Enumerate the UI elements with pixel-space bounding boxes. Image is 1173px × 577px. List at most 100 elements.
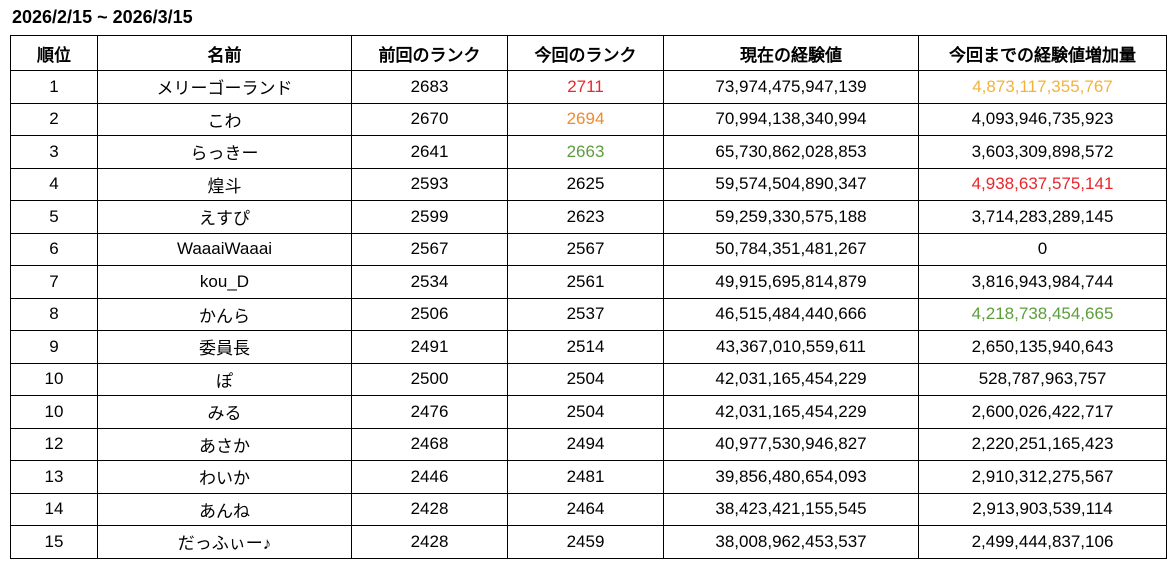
table-cell: 煌斗: [97, 167, 352, 201]
table-cell: 38,008,962,453,537: [663, 525, 919, 559]
table-cell: 4,218,738,454,665: [918, 297, 1167, 331]
title: 2026/2/15 ~ 2026/3/15: [12, 7, 193, 27]
table-row: 10 みる 2476 2504 42,031,165,454,229 2,600,026,…: [10, 395, 1167, 429]
table-cell: 15: [10, 525, 98, 559]
table-cell: 59,259,330,575,188: [663, 200, 919, 234]
table-cell: 2683: [351, 70, 508, 104]
table-cell: 2481: [507, 460, 664, 494]
table-cell: 59,574,504,890,347: [663, 167, 919, 201]
table-cell: 10: [10, 362, 98, 396]
table-cell: 2500: [351, 362, 508, 396]
table-row: 12 あさか 2468 2494 40,977,530,946,827 2,220,251…: [10, 427, 1167, 461]
table-cell: わいか: [97, 460, 352, 494]
table-cell: 65,730,862,028,853: [663, 135, 919, 169]
table-cell: あさか: [97, 427, 352, 461]
table-cell: 2534: [351, 265, 508, 299]
table-row: 7 kou_D 2534 2561 49,915,695,814,879 3,816,94…: [10, 265, 1167, 299]
table-cell: 38,423,421,155,545: [663, 492, 919, 526]
table-cell: 3,816,943,984,744: [918, 265, 1167, 299]
table-cell: 2: [10, 102, 98, 136]
table-cell: あんね: [97, 492, 352, 526]
table-cell: 43,367,010,559,611: [663, 330, 919, 364]
table-cell: こわ: [97, 102, 352, 136]
table-cell: 1: [10, 70, 98, 104]
table-row: 3 らっきー 2641 2663 65,730,862,028,853 3,603,309…: [10, 135, 1167, 169]
table-cell: 2476: [351, 395, 508, 429]
table-cell: 5: [10, 200, 98, 234]
table-row: 4 煌斗 2593 2625 59,574,504,890,347 4,938,637,5…: [10, 167, 1167, 201]
table-row: 13 わいか 2446 2481 39,856,480,654,093 2,910,312…: [10, 460, 1167, 494]
table-cell: 0: [918, 232, 1167, 266]
table-cell: 4,093,946,735,923: [918, 102, 1167, 136]
table-cell: 2514: [507, 330, 664, 364]
table-cell: 4,873,117,355,767: [918, 70, 1167, 104]
table-cell: 2567: [507, 232, 664, 266]
table-row: 8 かんら 2506 2537 46,515,484,440,666 4,218,738,…: [10, 297, 1167, 331]
table-cell: 2663: [507, 135, 664, 169]
table-cell: えすぴ: [97, 200, 352, 234]
table-cell: 42,031,165,454,229: [663, 395, 919, 429]
table-cell: 2504: [507, 395, 664, 429]
table-cell: 2625: [507, 167, 664, 201]
table-cell: 2593: [351, 167, 508, 201]
table-row: 6 WaaaiWaaai 2567 2567 50,784,351,481,267 0: [10, 232, 1167, 266]
table-cell: 6: [10, 232, 98, 266]
table-cell: 2491: [351, 330, 508, 364]
table-row: 9 委員長 2491 2514 43,367,010,559,611 2,650,135,…: [10, 330, 1167, 364]
table-cell: 2537: [507, 297, 664, 331]
ranking-table: 順位 名前 前回のランク 今回のランク 現在の経験値 今回までの経験値増加量 1 メリーゴー…: [10, 35, 1167, 559]
table-cell: 2670: [351, 102, 508, 136]
table-cell: 2464: [507, 492, 664, 526]
header-cell: 順位: [10, 35, 98, 71]
table-cell: kou_D: [97, 265, 352, 299]
table-cell: WaaaiWaaai: [97, 232, 352, 266]
table-body: 1 メリーゴーランド 2683 2711 73,974,475,947,139 4,873…: [10, 70, 1167, 559]
table-cell: 2,650,135,940,643: [918, 330, 1167, 364]
table-cell: 70,994,138,340,994: [663, 102, 919, 136]
table-cell: 528,787,963,757: [918, 362, 1167, 396]
table-cell: 2446: [351, 460, 508, 494]
table-cell: 2468: [351, 427, 508, 461]
header-row: 順位 名前 前回のランク 今回のランク 現在の経験値 今回までの経験値増加量: [10, 35, 1167, 71]
table-cell: 2,499,444,837,106: [918, 525, 1167, 559]
table-row: 1 メリーゴーランド 2683 2711 73,974,475,947,139 4,873…: [10, 70, 1167, 104]
header-cell: 名前: [97, 35, 352, 71]
table-cell: 2494: [507, 427, 664, 461]
table-row: 5 えすぴ 2599 2623 59,259,330,575,188 3,714,283,…: [10, 200, 1167, 234]
table-cell: 2,600,026,422,717: [918, 395, 1167, 429]
header-cell: 前回のランク: [351, 35, 508, 71]
table-cell: 50,784,351,481,267: [663, 232, 919, 266]
table-row: 2 こわ 2670 2694 70,994,138,340,994 4,093,946,7…: [10, 102, 1167, 136]
table-cell: 2623: [507, 200, 664, 234]
table-cell: 2641: [351, 135, 508, 169]
table-cell: 3,714,283,289,145: [918, 200, 1167, 234]
table-cell: かんら: [97, 297, 352, 331]
header-cell: 今回までの経験値増加量: [918, 35, 1167, 71]
table-cell: 73,974,475,947,139: [663, 70, 919, 104]
table-cell: 2561: [507, 265, 664, 299]
table-cell: 42,031,165,454,229: [663, 362, 919, 396]
table-cell: みる: [97, 395, 352, 429]
table-cell: 2694: [507, 102, 664, 136]
table-row: 15 だっふぃー♪ 2428 2459 38,008,962,453,537 2,499,…: [10, 525, 1167, 559]
table-cell: 2504: [507, 362, 664, 396]
table-row: 10 ぽ 2500 2504 42,031,165,454,229 528,787,963…: [10, 362, 1167, 396]
table-cell: 46,515,484,440,666: [663, 297, 919, 331]
table-cell: 10: [10, 395, 98, 429]
table-cell: 7: [10, 265, 98, 299]
header-cell: 現在の経験値: [663, 35, 919, 71]
table-cell: だっふぃー♪: [97, 525, 352, 559]
table-cell: 40,977,530,946,827: [663, 427, 919, 461]
table-cell: ぽ: [97, 362, 352, 396]
header-cell: 今回のランク: [507, 35, 664, 71]
table-cell: 3,603,309,898,572: [918, 135, 1167, 169]
table-cell: 14: [10, 492, 98, 526]
table-cell: 4: [10, 167, 98, 201]
table-cell: 委員長: [97, 330, 352, 364]
table-cell: 2,220,251,165,423: [918, 427, 1167, 461]
table-cell: 2567: [351, 232, 508, 266]
table-cell: らっきー: [97, 135, 352, 169]
table-cell: 2711: [507, 70, 664, 104]
table-row: 14 あんね 2428 2464 38,423,421,155,545 2,913,903…: [10, 492, 1167, 526]
